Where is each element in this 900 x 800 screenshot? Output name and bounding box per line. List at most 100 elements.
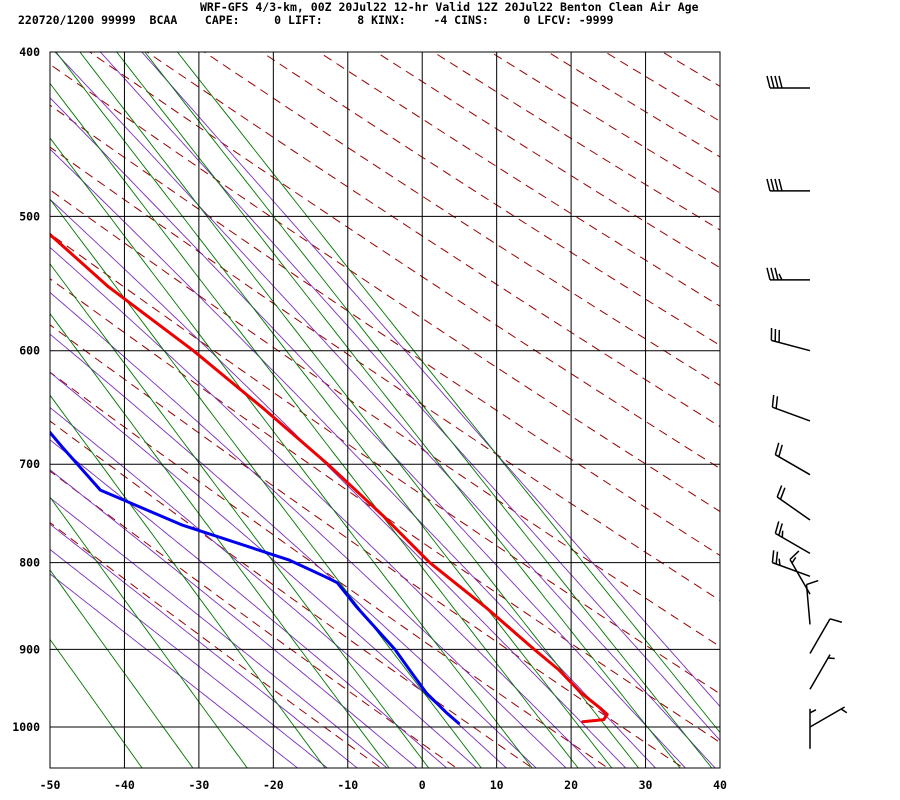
dry-adiabat [604, 52, 720, 122]
wind-barb [766, 178, 810, 192]
dry-adiabat [260, 52, 720, 347]
x-tick-label: 40 [713, 778, 727, 792]
barb-half-feather [840, 708, 848, 714]
chart-title: WRF-GFS 4/3-km, 00Z 20Jul22 12-hr Valid … [200, 0, 699, 14]
x-tick-label: -40 [114, 778, 135, 792]
moist-adiabat [50, 246, 597, 768]
mixing-ratio-line [50, 312, 390, 768]
mixing-ratio-line [50, 569, 194, 768]
barb-half-feather [778, 273, 783, 281]
barb-full-feather [778, 444, 783, 457]
dry-adiabat [375, 52, 720, 269]
pressure-tick-label: 500 [19, 209, 40, 223]
barb-full-feather [774, 178, 779, 192]
x-tick-label: 0 [419, 778, 426, 792]
barb-full-feather [778, 178, 783, 192]
barb-full-feather [776, 485, 783, 498]
barb-full-feather [766, 178, 771, 192]
dry-adiabat [203, 52, 720, 387]
mixing-ratio-line [50, 137, 533, 768]
wind-barb [770, 327, 811, 352]
barb-full-feather [779, 487, 786, 500]
dewpoint-profile [50, 430, 461, 725]
wind-barb [809, 654, 835, 690]
mixing-ratio-line [50, 394, 326, 768]
wind-barb [771, 394, 811, 422]
mixing-ratio-line [50, 82, 579, 768]
mixing-ratio-line [144, 52, 713, 768]
barb-full-feather [774, 521, 780, 534]
barb-full-feather [829, 618, 843, 623]
barb-full-feather [770, 75, 775, 89]
moist-adiabat [50, 406, 478, 768]
pressure-tick-label: 1000 [12, 720, 40, 734]
moist-adiabat [50, 333, 537, 768]
mixing-ratio-line [55, 52, 613, 768]
mixing-ratio-line [50, 496, 248, 768]
dry-adiabat [50, 278, 720, 744]
x-tick-label: -20 [263, 778, 284, 792]
barb-staff [772, 406, 811, 422]
barb-full-feather [775, 551, 779, 565]
dry-adiabat [50, 104, 720, 557]
mixing-ratio-line [50, 198, 482, 768]
barb-half-feather [809, 709, 817, 714]
barb-full-feather [806, 579, 819, 586]
thermo-background-lines [50, 52, 720, 768]
pressure-tick-label: 600 [19, 344, 40, 358]
sounding-profiles [50, 232, 609, 725]
moist-adiabat [50, 97, 686, 768]
x-tick-label: -10 [337, 778, 358, 792]
barb-staff [771, 339, 811, 352]
wind-barb [776, 485, 811, 521]
mixing-ratio-line [50, 638, 143, 768]
barb-full-feather [771, 394, 775, 408]
barb-staff [774, 454, 811, 476]
pressure-tick-label: 700 [19, 457, 40, 471]
x-tick-label: 20 [564, 778, 578, 792]
pressure-tick-label: 400 [19, 45, 40, 59]
moist-adiabat [50, 497, 388, 768]
mixing-ratio-line [116, 52, 681, 768]
barb-staff [805, 584, 811, 625]
stability-indices: 220720/1200 99999 BCAA CAPE: 0 LIFT: 8 K… [18, 13, 614, 27]
barb-full-feather [774, 442, 780, 455]
temperature-profile [50, 232, 609, 724]
dry-adiabat [317, 52, 720, 307]
moist-adiabat [50, 469, 418, 768]
plot-frame [49, 51, 721, 769]
x-tick-label: -30 [188, 778, 209, 792]
dry-adiabat [50, 521, 382, 768]
barb-full-feather [774, 267, 779, 281]
moist-adiabat [50, 371, 508, 768]
wind-barb [809, 618, 843, 654]
barb-staff [776, 496, 811, 521]
axis-ticks: -50 -40 -30 -20 -10 0 10 20 30 40 400 500 600 700 800 9… [12, 45, 727, 792]
dry-adiabat [432, 52, 720, 231]
dry-adiabat [50, 420, 534, 768]
wind-barb [766, 75, 810, 89]
barb-full-feather [778, 523, 783, 536]
wind-barb [774, 442, 811, 476]
moist-adiabat [50, 439, 448, 768]
mixing-ratio-line [176, 52, 720, 734]
wind-barbs [766, 75, 848, 749]
dry-adiabat [50, 324, 685, 768]
x-tick-label: -50 [40, 778, 61, 792]
wind-barb [805, 579, 819, 625]
barb-staff [809, 706, 846, 728]
wind-barb [774, 521, 811, 555]
dry-adiabat [50, 63, 720, 513]
wind-barb [809, 706, 848, 728]
moist-adiabat [50, 523, 358, 768]
wind-barb [766, 267, 810, 281]
moist-adiabat [141, 52, 720, 708]
barb-full-feather [770, 267, 775, 281]
barb-staff [809, 654, 831, 690]
dry-adiabat [50, 371, 609, 768]
barb-staff [772, 561, 811, 578]
barb-half-feather [791, 556, 797, 564]
barb-full-feather [771, 550, 775, 563]
barb-full-feather [766, 75, 771, 89]
